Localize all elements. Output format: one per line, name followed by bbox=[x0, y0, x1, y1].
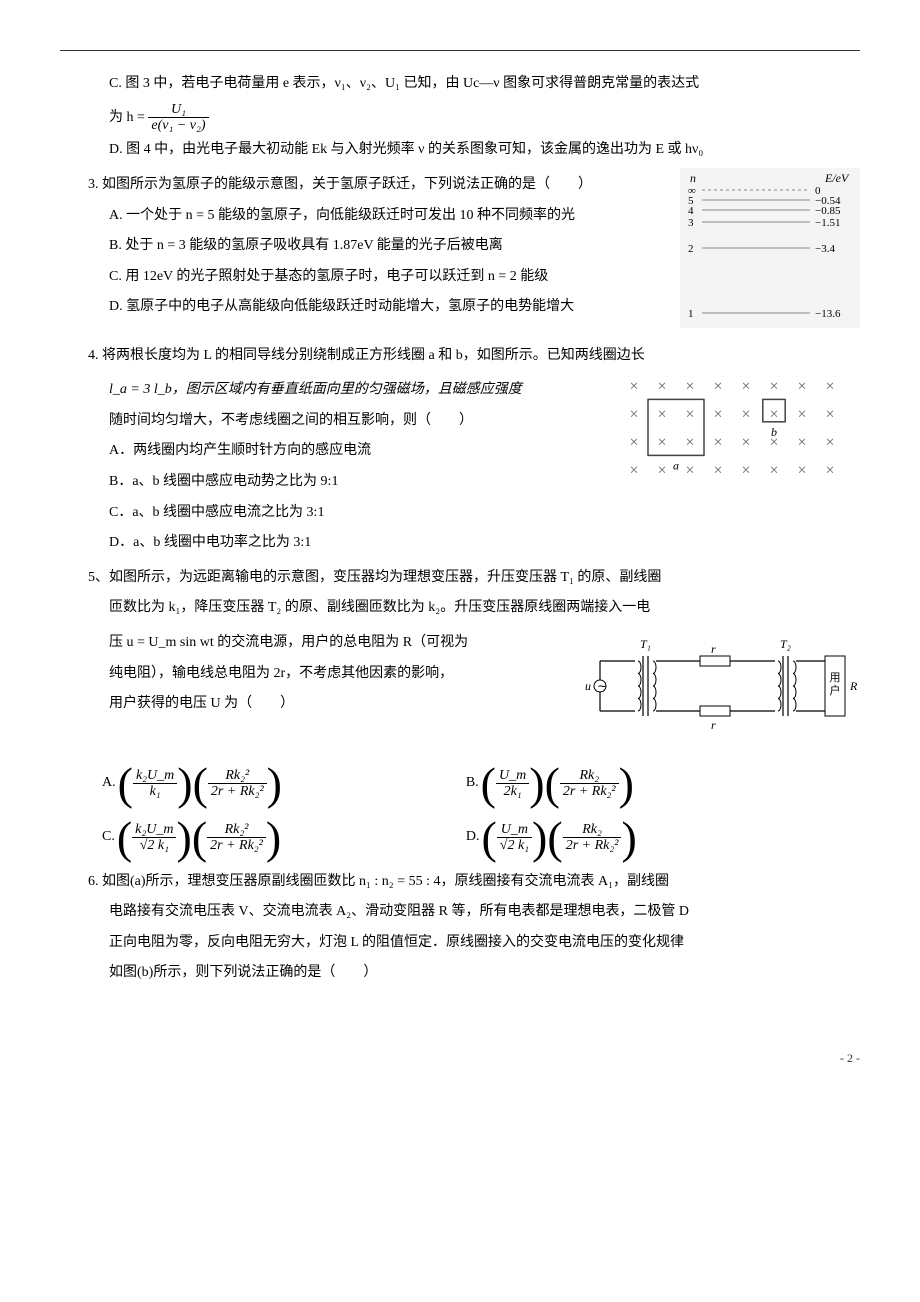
svg-text:×: × bbox=[713, 434, 722, 451]
q4-stem2: l_a = 3 l_b，图示区域内有垂直纸面向里的匀强磁场，且磁感应强度 bbox=[109, 377, 610, 404]
q2-c-eq-prefix: 为 h = bbox=[109, 110, 148, 125]
svg-text:2: 2 bbox=[688, 243, 694, 255]
q3-option-c: C. 用 12eV 的光子照射处于基态的氢原子时，电子可以跃迁到 n = 2 能… bbox=[109, 264, 670, 291]
q2-c-eq-num: U₁ bbox=[148, 102, 208, 118]
q4-option-a: A．两线圈内均产生顺时针方向的感应电流 bbox=[109, 438, 610, 465]
svg-text:r: r bbox=[711, 642, 716, 656]
q4-option-d: D．a、b 线圈中电功率之比为 3:1 bbox=[109, 530, 610, 557]
svg-text:×: × bbox=[713, 406, 722, 423]
svg-text:×: × bbox=[741, 434, 750, 451]
svg-text:−0.85: −0.85 bbox=[815, 205, 841, 217]
q3-block: 3. 如图所示为氢原子的能级示意图，关于氢原子跃迁，下列说法正确的是（ ） A.… bbox=[60, 168, 860, 339]
q4-stem1: 4. 将两根长度均为 L 的相同导线分别绕制成正方形线圈 a 和 b，如图所示。… bbox=[88, 343, 860, 370]
svg-text:×: × bbox=[741, 378, 750, 395]
q3-energy-level-figure: nE/eV∞05−0.544−0.853−1.512−3.41−13.6 bbox=[680, 168, 860, 339]
svg-text:×: × bbox=[657, 406, 666, 423]
q5-circuit-figure: u ∼ T₁ r r T₂ 用户 R bbox=[580, 626, 860, 757]
q5-stem4: 纯电阻），输电线总电阻为 2r，不考虑其他因素的影响， bbox=[109, 661, 570, 688]
svg-text:×: × bbox=[657, 462, 666, 479]
svg-text:−13.6: −13.6 bbox=[815, 308, 841, 320]
q6-stem2: 电路接有交流电压表 V、交流电流表 A₂、滑动变阻器 R 等，所有电表都是理想电… bbox=[109, 899, 860, 926]
svg-text:r: r bbox=[711, 718, 716, 732]
q5-block: 压 u = U_m sin wt 的交流电源，用户的总电阻为 R（可视为 纯电阻… bbox=[60, 626, 860, 757]
svg-text:×: × bbox=[629, 434, 638, 451]
svg-text:×: × bbox=[685, 378, 694, 395]
svg-text:E/eV: E/eV bbox=[824, 171, 850, 185]
svg-text:×: × bbox=[713, 462, 722, 479]
svg-text:R: R bbox=[849, 679, 858, 693]
svg-text:T₂: T₂ bbox=[780, 637, 791, 651]
q4-stem2-txt: l_a = 3 l_b，图示区域内有垂直纸面向里的匀强磁场，且磁感应强度 bbox=[109, 382, 522, 397]
svg-text:×: × bbox=[629, 462, 638, 479]
svg-text:∼: ∼ bbox=[597, 679, 607, 693]
svg-text:×: × bbox=[657, 434, 666, 451]
svg-text:−1.51: −1.51 bbox=[815, 217, 840, 229]
q5-stem5: 用户获得的电压 U 为（ ） bbox=[109, 691, 570, 718]
q5-option-a: A.(k₂U_mk₁)(Rk₂²2r + Rk₂²) bbox=[102, 761, 466, 807]
svg-text:×: × bbox=[685, 462, 694, 479]
svg-text:u: u bbox=[585, 679, 591, 693]
q4-block: l_a = 3 l_b，图示区域内有垂直纸面向里的匀强磁场，且磁感应强度 随时间… bbox=[60, 373, 860, 561]
svg-text:×: × bbox=[825, 406, 834, 423]
q6-stem4: 如图(b)所示，则下列说法正确的是（ ） bbox=[109, 960, 860, 987]
q5-choices: A.(k₂U_mk₁)(Rk₂²2r + Rk₂²) B.(U_m2k₁)(Rk… bbox=[102, 757, 860, 865]
svg-text:T₁: T₁ bbox=[640, 637, 651, 651]
q5-option-d: D.(U_m√2 k₁)(Rk₂2r + Rk₂²) bbox=[466, 815, 830, 861]
q4-option-b: B．a、b 线圈中感应电动势之比为 9:1 bbox=[109, 469, 610, 496]
svg-text:×: × bbox=[629, 406, 638, 423]
svg-text:×: × bbox=[769, 406, 778, 423]
q2-c-eq-den: e(ν₁ − ν₂) bbox=[148, 118, 208, 133]
q2-c-equation: 为 h = U₁ e(ν₁ − ν₂) bbox=[109, 102, 860, 134]
q4-field-figure: ××××××××××××××××××××××××××××××××ab bbox=[620, 373, 860, 514]
q2-option-d: D. 图 4 中，由光电子最大初动能 Ek 与入射光频率 ν 的关系图象可知，该… bbox=[109, 137, 860, 164]
q5-stem3-txt: 压 u = U_m sin wt 的交流电源，用户的总电阻为 R（可视为 bbox=[109, 635, 468, 650]
q3-option-b: B. 处于 n = 3 能级的氢原子吸收具有 1.87eV 能量的光子后被电离 bbox=[109, 233, 670, 260]
svg-text:×: × bbox=[629, 378, 638, 395]
svg-text:×: × bbox=[769, 462, 778, 479]
svg-text:×: × bbox=[825, 434, 834, 451]
svg-text:×: × bbox=[825, 378, 834, 395]
q5-stem2: 匝数比为 k₁，降压变压器 T₂ 的原、副线圈匝数比为 k₂。升压变压器原线圈两… bbox=[109, 595, 860, 622]
svg-text:b: b bbox=[771, 425, 777, 439]
q5-option-c: C.(k₂U_m√2 k₁)(Rk₂²2r + Rk₂²) bbox=[102, 815, 466, 861]
svg-text:4: 4 bbox=[688, 205, 694, 217]
svg-text:1: 1 bbox=[688, 308, 694, 320]
q5-stem1: 5、如图所示，为远距离输电的示意图，变压器均为理想变压器，升压变压器 T₁ 的原… bbox=[88, 565, 860, 592]
q5-stem3: 压 u = U_m sin wt 的交流电源，用户的总电阻为 R（可视为 bbox=[109, 630, 570, 657]
svg-text:−3.4: −3.4 bbox=[815, 243, 835, 255]
svg-text:a: a bbox=[673, 459, 679, 473]
q6-stem1: 6. 如图(a)所示，理想变压器原副线圈匝数比 n₁ : n₂ = 55 : 4… bbox=[88, 869, 860, 896]
svg-text:×: × bbox=[797, 462, 806, 479]
q4-option-c: C．a、b 线圈中感应电流之比为 3:1 bbox=[109, 500, 610, 527]
svg-text:×: × bbox=[797, 378, 806, 395]
svg-text:用户: 用户 bbox=[830, 672, 841, 697]
svg-text:×: × bbox=[825, 462, 834, 479]
q5-option-b: B.(U_m2k₁)(Rk₂2r + Rk₂²) bbox=[466, 761, 830, 807]
svg-text:×: × bbox=[741, 406, 750, 423]
q3-option-a: A. 一个处于 n = 5 能级的氢原子，向低能级跃迁时可发出 10 种不同频率… bbox=[109, 203, 670, 230]
q2-option-c: C. 图 3 中，若电子电荷量用 e 表示，ν₁、ν₂、U₁ 已知，由 Uc—ν… bbox=[109, 71, 860, 98]
svg-text:×: × bbox=[797, 434, 806, 451]
svg-text:×: × bbox=[797, 406, 806, 423]
svg-text:×: × bbox=[685, 434, 694, 451]
q3-stem: 3. 如图所示为氢原子的能级示意图，关于氢原子跃迁，下列说法正确的是（ ） bbox=[88, 172, 670, 199]
svg-text:×: × bbox=[713, 378, 722, 395]
svg-text:n: n bbox=[690, 171, 696, 185]
top-rule bbox=[60, 50, 860, 51]
q4-stem3: 随时间均匀增大，不考虑线圈之间的相互影响，则（ ） bbox=[109, 408, 610, 435]
svg-text:×: × bbox=[741, 462, 750, 479]
page-number: - 2 - bbox=[60, 1047, 860, 1070]
svg-text:3: 3 bbox=[688, 217, 694, 229]
svg-text:×: × bbox=[685, 406, 694, 423]
svg-text:×: × bbox=[657, 378, 666, 395]
svg-text:×: × bbox=[769, 378, 778, 395]
q6-stem3: 正向电阻为零，反向电阻无穷大，灯泡 L 的阻值恒定．原线圈接入的交变电流电压的变… bbox=[109, 930, 860, 957]
q3-option-d: D. 氢原子中的电子从高能级向低能级跃迁时动能增大，氢原子的电势能增大 bbox=[109, 294, 670, 321]
